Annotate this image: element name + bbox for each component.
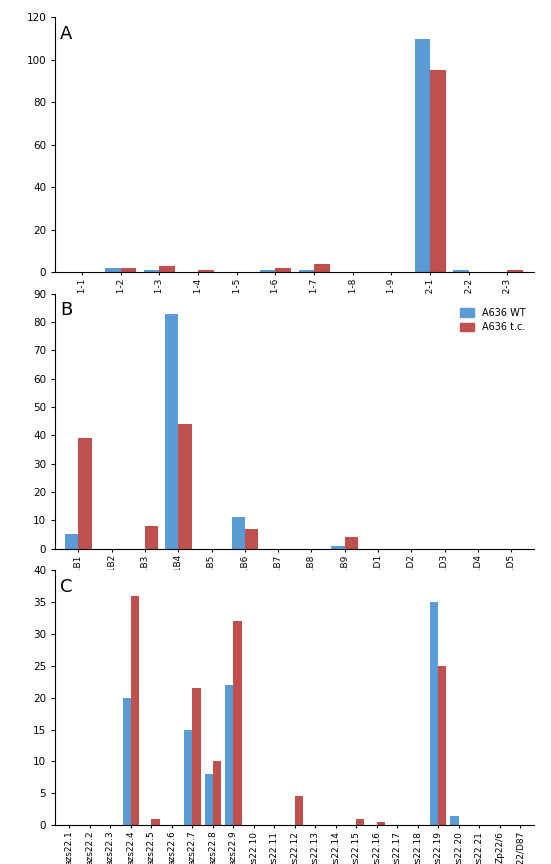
- Bar: [144, 270, 159, 272]
- Bar: [356, 819, 364, 825]
- Bar: [438, 666, 446, 825]
- Bar: [430, 70, 446, 272]
- Bar: [225, 685, 233, 825]
- Text: C: C: [60, 578, 72, 596]
- Bar: [78, 438, 91, 549]
- Bar: [198, 270, 214, 272]
- Bar: [152, 819, 160, 825]
- Bar: [245, 529, 258, 549]
- Bar: [123, 698, 131, 825]
- Bar: [314, 264, 329, 272]
- Bar: [105, 268, 121, 272]
- Bar: [65, 535, 78, 549]
- Bar: [159, 266, 175, 272]
- Bar: [145, 526, 158, 549]
- Bar: [213, 761, 221, 825]
- Bar: [231, 518, 245, 549]
- Bar: [204, 774, 213, 825]
- Bar: [179, 424, 192, 549]
- Bar: [192, 688, 201, 825]
- Bar: [260, 270, 276, 272]
- Bar: [453, 270, 469, 272]
- Bar: [451, 816, 458, 825]
- Bar: [299, 270, 314, 272]
- Text: B: B: [60, 302, 72, 320]
- Bar: [345, 537, 358, 549]
- Bar: [233, 621, 241, 825]
- Bar: [331, 546, 345, 549]
- Bar: [276, 268, 291, 272]
- Bar: [415, 39, 430, 272]
- Bar: [184, 729, 192, 825]
- Bar: [165, 314, 179, 549]
- Bar: [377, 822, 385, 825]
- Bar: [131, 596, 139, 825]
- Text: A: A: [60, 25, 72, 43]
- Bar: [121, 268, 136, 272]
- Bar: [507, 270, 523, 272]
- Bar: [430, 602, 438, 825]
- Bar: [295, 797, 303, 825]
- Legend: A636 WT, A636 t.c.: A636 WT, A636 t.c.: [456, 304, 530, 336]
